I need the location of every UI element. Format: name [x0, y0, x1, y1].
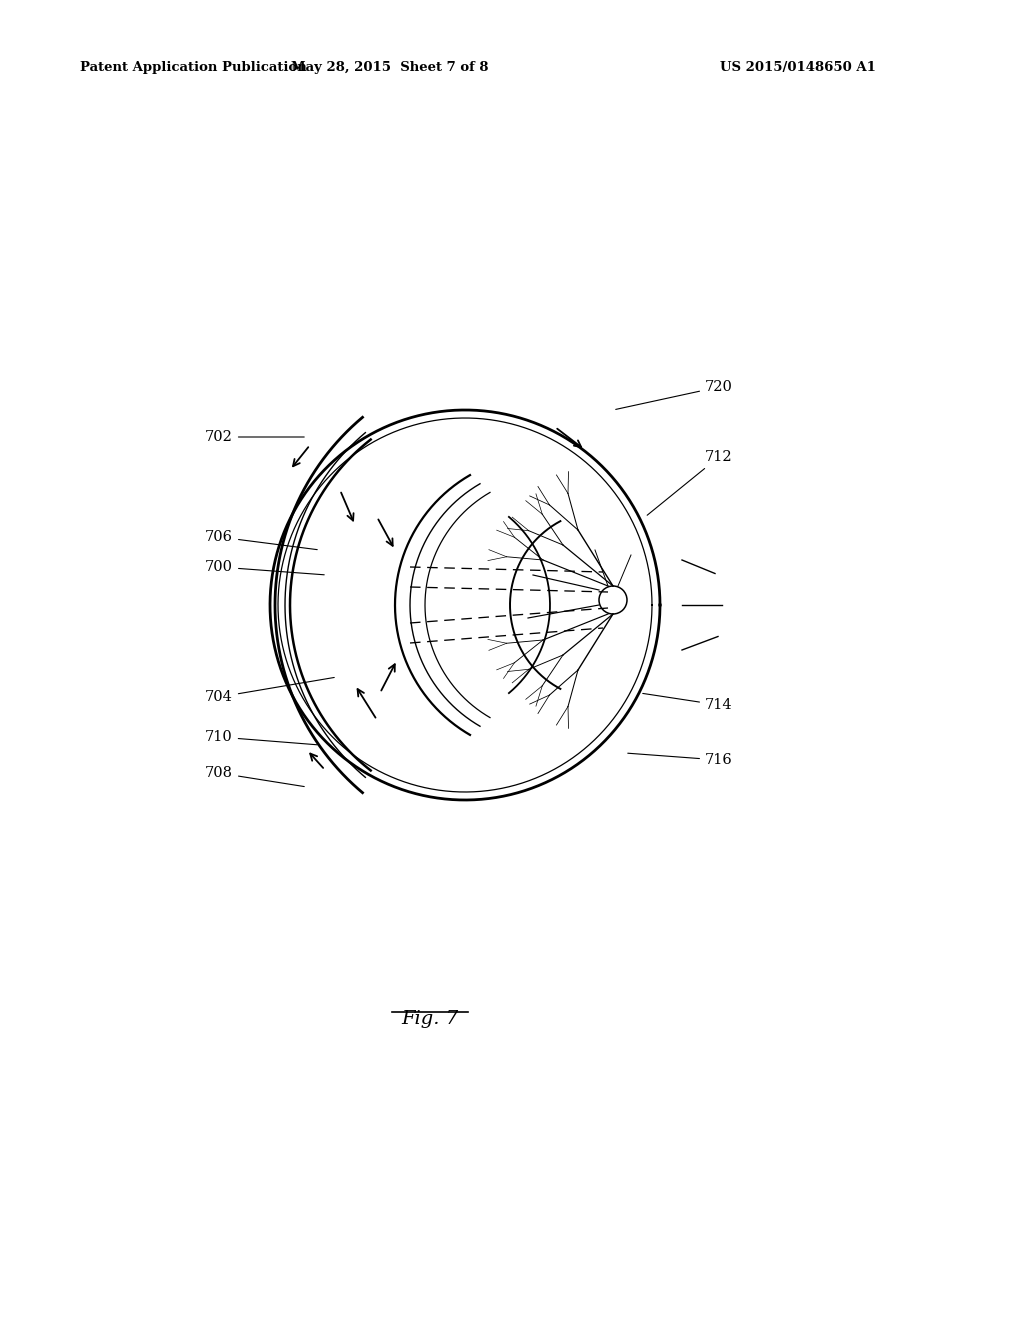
Text: May 28, 2015  Sheet 7 of 8: May 28, 2015 Sheet 7 of 8 [291, 62, 488, 74]
Text: US 2015/0148650 A1: US 2015/0148650 A1 [720, 62, 876, 74]
Text: 710: 710 [205, 730, 317, 744]
Text: 708: 708 [205, 766, 304, 787]
Text: Fig. 7: Fig. 7 [401, 1010, 459, 1028]
Text: 702: 702 [205, 430, 304, 444]
Text: 704: 704 [205, 677, 334, 704]
Text: 712: 712 [647, 450, 732, 515]
Text: 714: 714 [643, 693, 732, 711]
Text: 706: 706 [205, 531, 317, 549]
Text: 716: 716 [628, 752, 733, 767]
Text: Patent Application Publication: Patent Application Publication [80, 62, 307, 74]
Text: 700: 700 [205, 560, 325, 574]
Text: 720: 720 [615, 380, 733, 409]
